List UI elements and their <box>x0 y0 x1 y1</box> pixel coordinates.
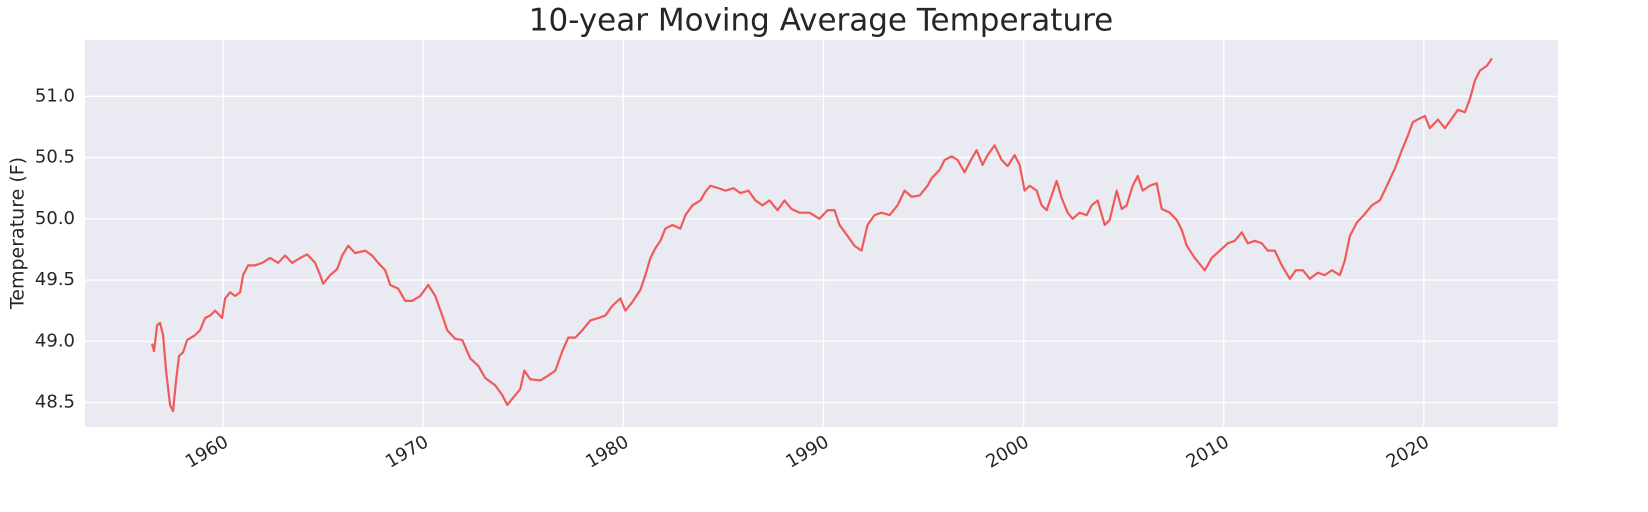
y-tick-label: 48.5 <box>35 392 75 413</box>
y-tick-label: 50.5 <box>35 147 75 168</box>
x-tick-label: 2000 <box>982 431 1032 472</box>
y-tick-label: 49.5 <box>35 269 75 290</box>
data-line <box>150 57 1493 413</box>
x-tick-label: 1980 <box>582 431 632 472</box>
x-tick-label: 1990 <box>782 431 832 472</box>
x-tick-label: 2020 <box>1383 431 1433 472</box>
y-tick-label: 50.0 <box>35 208 75 229</box>
chart-title: 10-year Moving Average Temperature <box>529 3 1113 39</box>
plot-area <box>85 40 1558 427</box>
y-tick-label: 51.0 <box>35 85 75 106</box>
x-tick-label: 1970 <box>382 431 432 472</box>
x-tick-label: 1960 <box>182 431 232 472</box>
y-axis-label: Temperature (F) <box>7 157 29 310</box>
x-tick-label: 2010 <box>1183 431 1233 472</box>
y-tick-label: 49.0 <box>35 330 75 351</box>
